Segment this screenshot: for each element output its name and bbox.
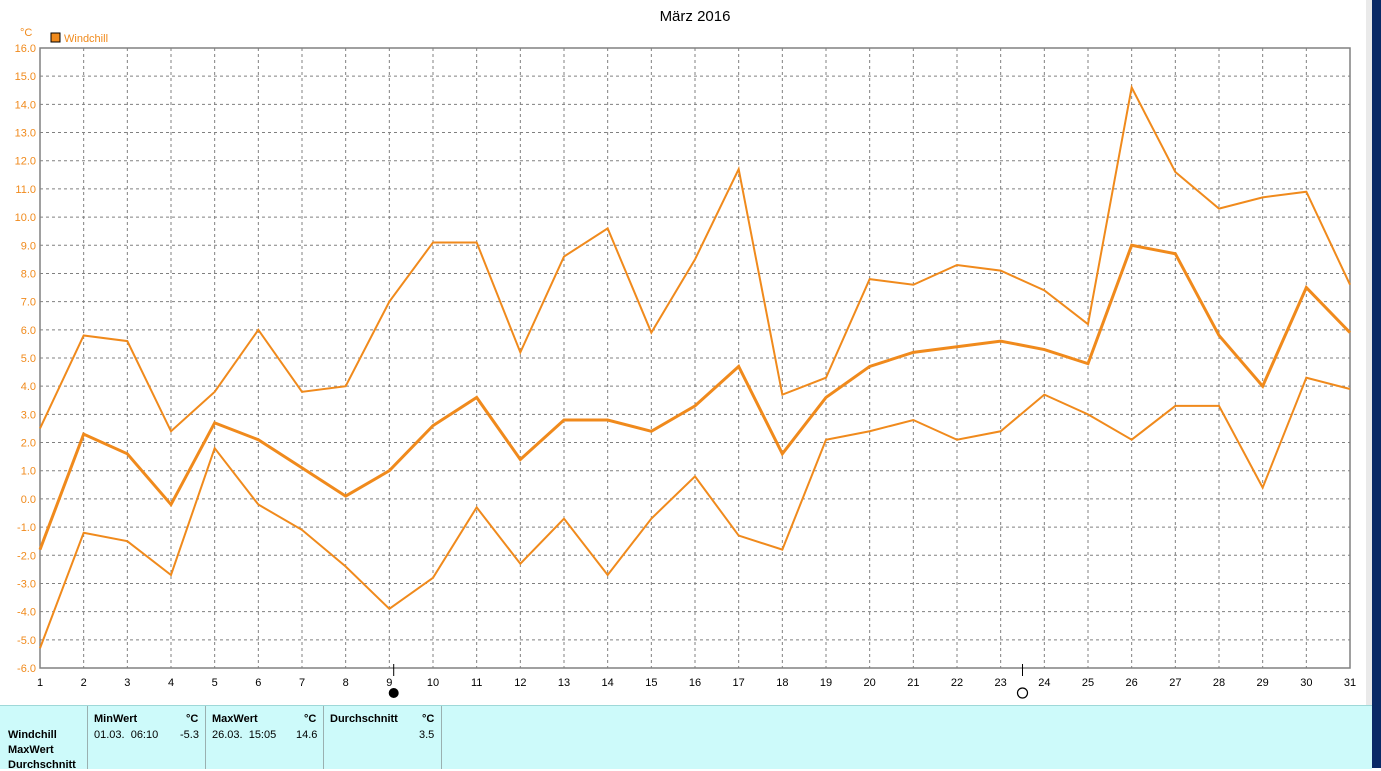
y-tick-label: 2.0 — [21, 438, 36, 450]
series-line-max — [39, 84, 1351, 433]
chart-title: März 2016 — [660, 8, 731, 25]
x-tick-label: 2 — [81, 677, 87, 689]
column-separator — [205, 706, 206, 769]
x-tick-label: 29 — [1257, 677, 1269, 689]
x-tick-label: 22 — [951, 677, 963, 689]
max-time: 26.03. 15:05 — [212, 729, 277, 741]
x-tick-label: 21 — [907, 677, 919, 689]
x-tick-label: 25 — [1082, 677, 1094, 689]
y-tick-label: 16.0 — [15, 43, 36, 55]
column-separator — [87, 706, 88, 769]
y-tick-label: -5.0 — [17, 635, 36, 647]
x-tick-label: 4 — [168, 677, 174, 689]
min-header: MinWert — [94, 713, 138, 725]
y-tick-label: 12.0 — [15, 156, 36, 168]
row-label-maxwert: MaxWert — [8, 744, 54, 756]
chart-area: -6.0 -5.0 -4.0 -3.0 -2.0 -1.0 0.0 1.0 2.0 3.0 4.0 5… — [15, 8, 1356, 699]
y-tick-label: 14.0 — [15, 99, 36, 111]
y-tick-label: -3.0 — [17, 578, 36, 590]
y-tick-label: 15.0 — [15, 71, 36, 83]
window-edge — [1366, 0, 1372, 768]
windchill-line-chart: -6.0 -5.0 -4.0 -3.0 -2.0 -1.0 0.0 1.0 2.0 3.0 4.0 5… — [15, 8, 1356, 699]
series-line-avg — [38, 243, 1352, 551]
x-tick-label: 17 — [733, 677, 745, 689]
x-tick-label: 26 — [1126, 677, 1138, 689]
x-tick-label: 1 — [37, 677, 43, 689]
y-tick-label: 6.0 — [21, 325, 36, 337]
y-tick-label: 0.0 — [21, 494, 36, 506]
x-tick-label: 8 — [343, 677, 349, 689]
y-tick-label: 5.0 — [21, 353, 36, 365]
y-tick-label: 11.0 — [15, 184, 36, 196]
min-value: -5.3 — [180, 729, 199, 741]
x-tick-label: 30 — [1300, 677, 1312, 689]
new-moon-icon — [388, 688, 399, 698]
y-tick-label: 9.0 — [21, 240, 36, 252]
x-tick-label: 13 — [558, 677, 570, 689]
x-tick-label: 10 — [427, 677, 439, 689]
x-tick-label: 28 — [1213, 677, 1225, 689]
x-tick-label: 6 — [255, 677, 261, 689]
y-tick-label: -6.0 — [17, 663, 36, 675]
legend-label: Windchill — [64, 33, 108, 45]
min-time: 01.03. 06:10 — [94, 729, 159, 741]
x-tick-label: 24 — [1038, 677, 1050, 689]
legend-swatch — [50, 32, 61, 43]
y-tick-label: 10.0 — [15, 212, 36, 224]
x-tick-label: 5 — [212, 677, 218, 689]
x-tick-label: 9 — [386, 677, 392, 689]
x-tick-label: 3 — [124, 677, 130, 689]
max-unit: °C — [304, 713, 317, 725]
column-separator — [323, 706, 324, 769]
min-unit: °C — [186, 713, 199, 725]
full-moon-icon — [1016, 687, 1029, 699]
x-tick-label: 11 — [471, 677, 482, 689]
column-separator — [441, 706, 442, 769]
row-label-durchschnitt: Durchschnitt — [8, 759, 76, 771]
y-tick-label: 7.0 — [21, 297, 36, 309]
x-tick-label: 27 — [1169, 677, 1181, 689]
y-tick-label: 4.0 — [21, 381, 36, 393]
x-tick-label: 18 — [776, 677, 788, 689]
stats-panel: Windchill MaxWert Durchschnitt MinWert °… — [0, 705, 1372, 771]
window-border — [1372, 0, 1381, 768]
avg-unit: °C — [422, 713, 435, 725]
max-header: MaxWert — [212, 713, 258, 725]
x-tick-label: 31 — [1344, 677, 1356, 689]
x-tick-label: 23 — [995, 677, 1007, 689]
max-value: 14.6 — [296, 729, 318, 741]
avg-value: 3.5 — [419, 729, 435, 741]
y-tick-label: -4.0 — [17, 607, 36, 619]
y-axis-unit: °C — [20, 27, 32, 39]
avg-header: Durchschnitt — [330, 713, 398, 725]
x-tick-label: 15 — [645, 677, 657, 689]
series-line-min — [39, 376, 1351, 649]
x-tick-label: 12 — [514, 677, 526, 689]
y-tick-label: 13.0 — [15, 128, 36, 140]
y-tick-label: -1.0 — [17, 522, 36, 534]
x-tick-label: 19 — [820, 677, 832, 689]
row-label-windchill: Windchill — [8, 729, 57, 741]
x-tick-label: 20 — [864, 677, 876, 689]
y-tick-label: 3.0 — [21, 409, 36, 421]
y-tick-label: 8.0 — [21, 268, 36, 280]
x-tick-label: 16 — [689, 677, 701, 689]
y-tick-label: 1.0 — [21, 466, 36, 478]
x-tick-label: 7 — [299, 677, 305, 689]
y-tick-label: -2.0 — [17, 550, 36, 562]
x-tick-label: 14 — [602, 677, 614, 689]
